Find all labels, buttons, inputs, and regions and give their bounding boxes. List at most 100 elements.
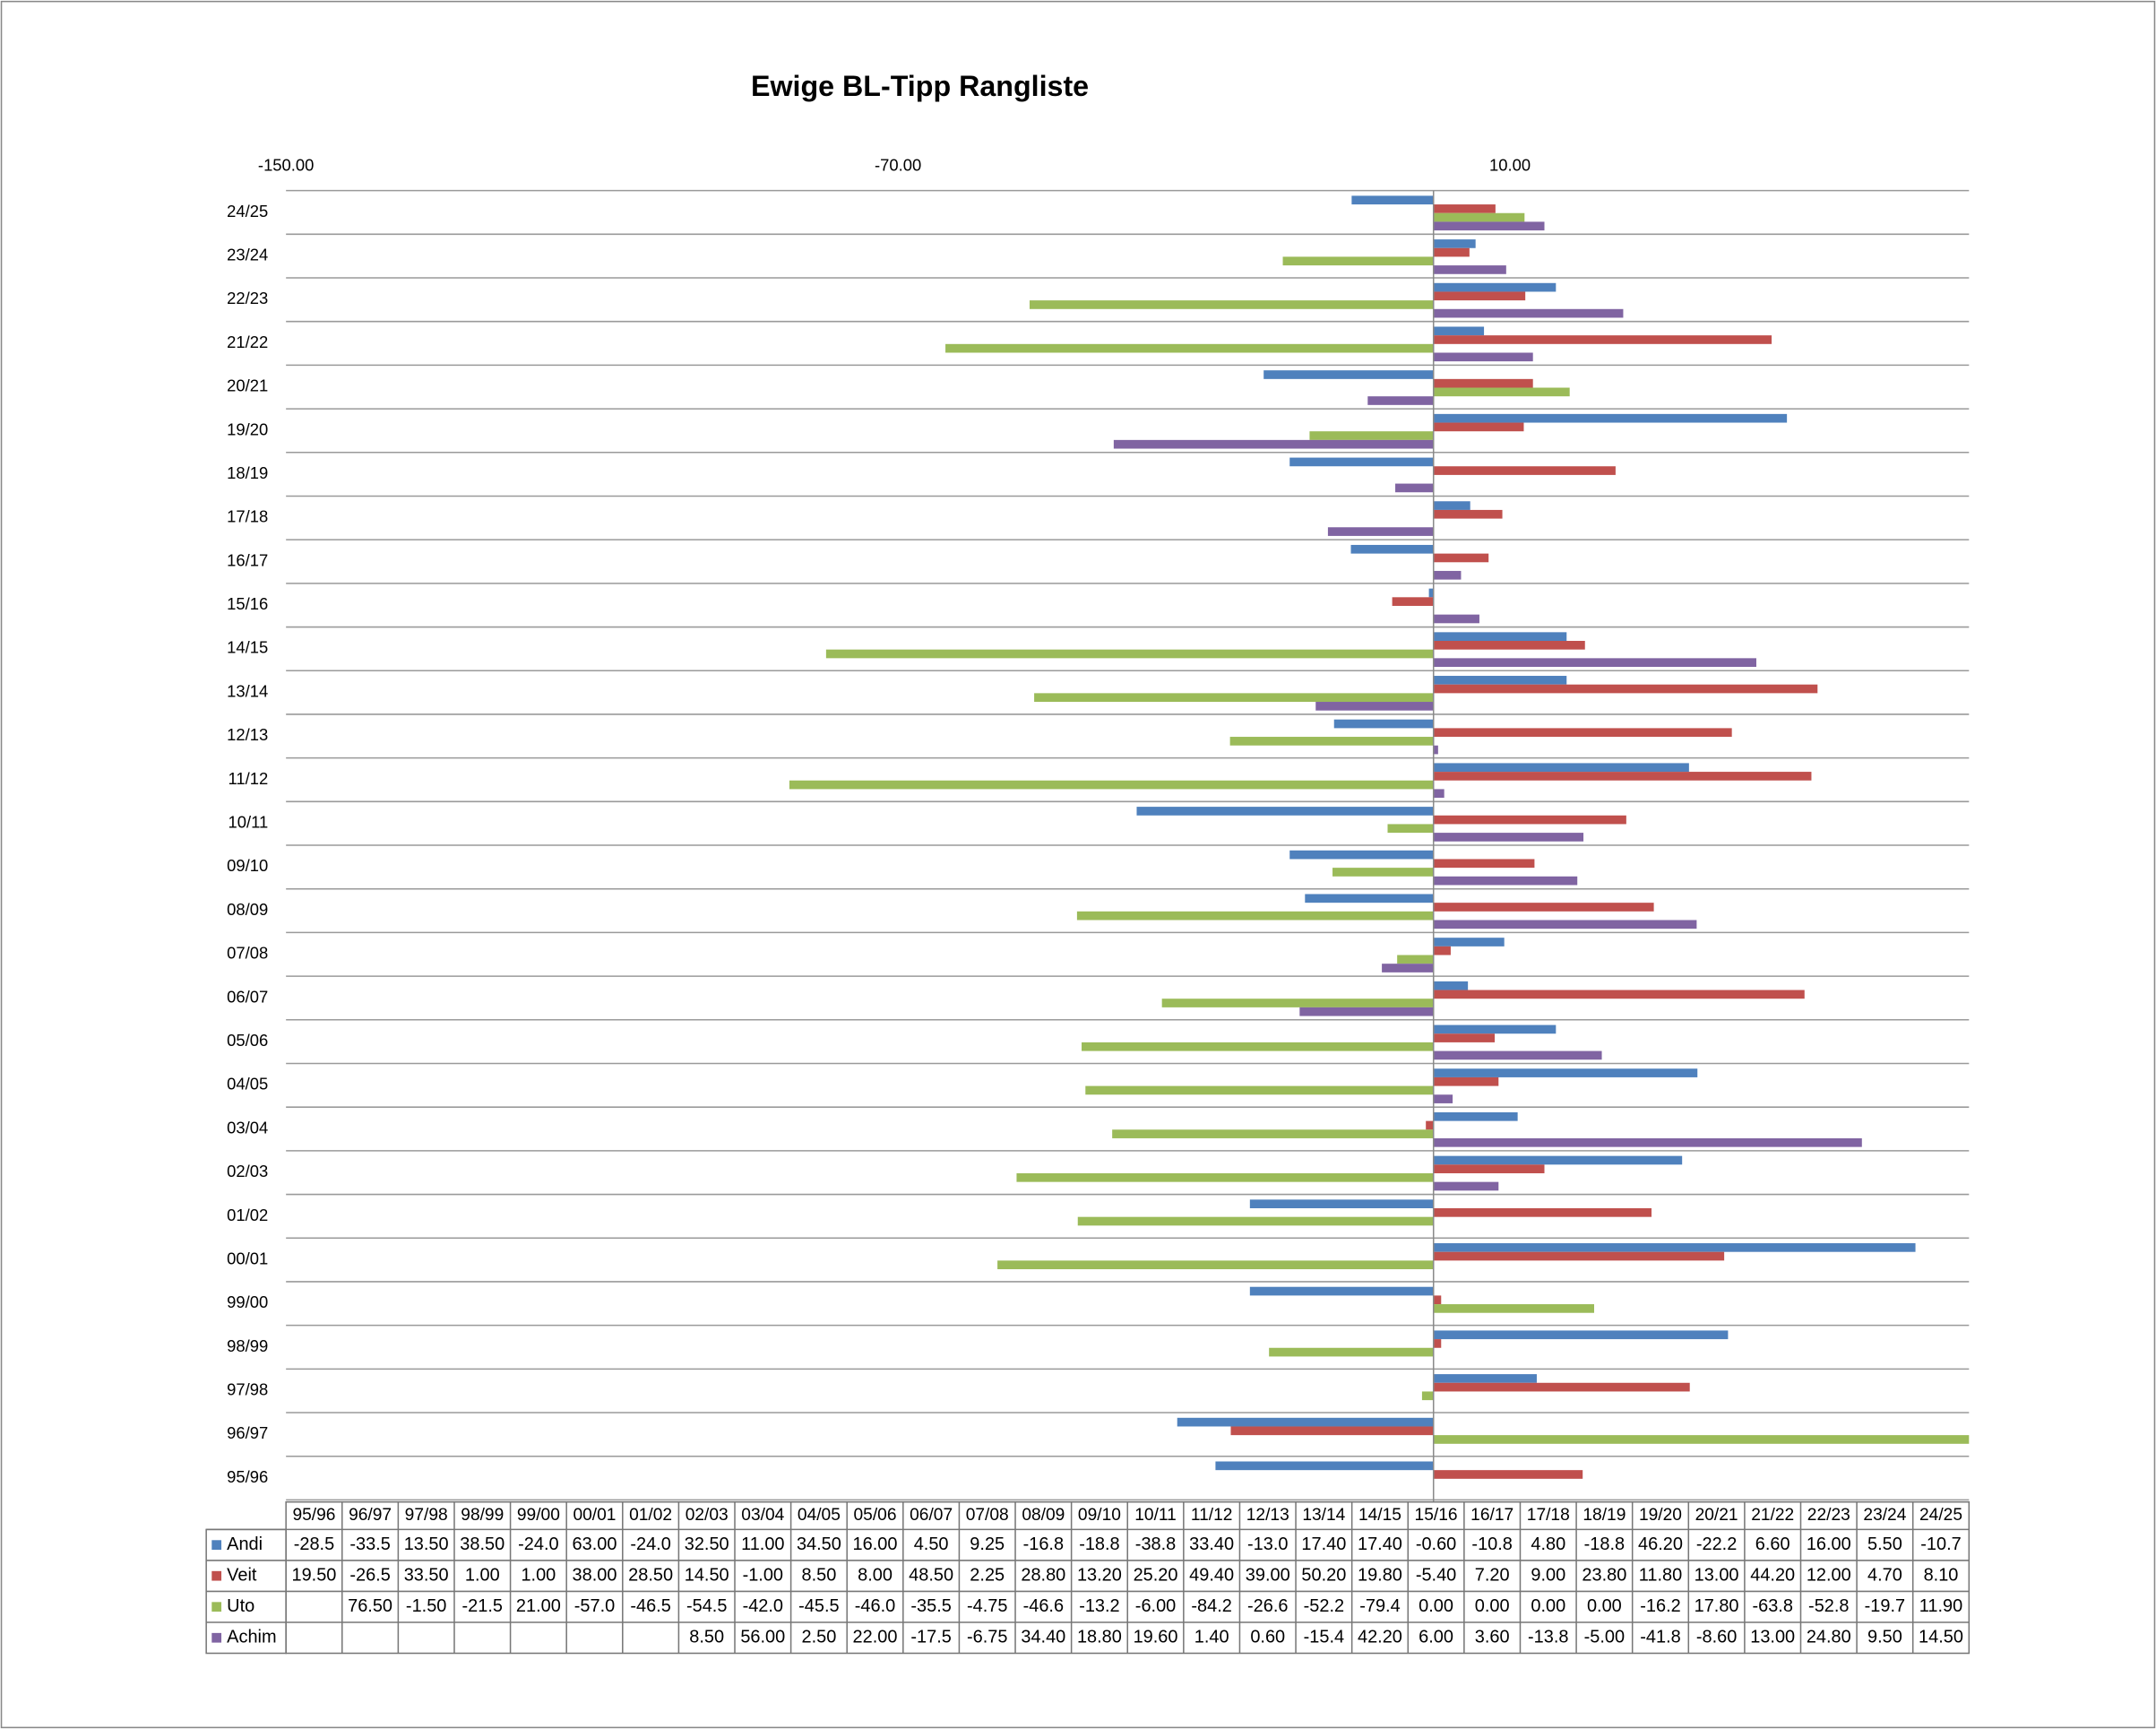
bar — [1433, 570, 1462, 580]
bar — [1433, 466, 1616, 475]
bar — [1433, 745, 1438, 755]
y-tick-label: 96/97 — [227, 1423, 268, 1442]
table-cell: -33.5 — [349, 1534, 390, 1554]
table-cell: 17.40 — [1301, 1534, 1346, 1554]
y-tick-label: 12/13 — [227, 725, 268, 744]
table-header: 97/98 — [405, 1506, 448, 1525]
table-cell: -10.7 — [1920, 1534, 1961, 1554]
table-cell: 9.00 — [1531, 1565, 1565, 1585]
table-cell: -5.40 — [1416, 1565, 1456, 1585]
table-cell: -21.5 — [462, 1596, 503, 1616]
table-cell: -13.8 — [1528, 1628, 1568, 1647]
table-cell: -4.75 — [967, 1596, 1007, 1616]
y-tick-label: 19/20 — [227, 419, 268, 438]
legend-label: Veit — [227, 1565, 257, 1585]
bar — [1249, 1286, 1434, 1296]
bar — [1305, 894, 1434, 903]
bar — [1382, 964, 1434, 973]
table-cell: 0.00 — [1419, 1596, 1453, 1616]
y-tick-label: 13/14 — [227, 681, 268, 700]
x-tick-label: -70.00 — [875, 156, 921, 175]
bar — [1082, 1042, 1434, 1051]
bar — [1433, 981, 1469, 990]
bar — [1289, 850, 1434, 860]
table-cell: -35.5 — [910, 1596, 951, 1616]
table-cell: 0.00 — [1587, 1596, 1622, 1616]
table-cell: -54.5 — [686, 1596, 727, 1616]
table-header: 24/25 — [1919, 1506, 1962, 1525]
table-header: 17/18 — [1527, 1506, 1570, 1525]
table-cell: 1.00 — [465, 1565, 500, 1585]
bar — [1433, 920, 1697, 929]
bar — [1333, 719, 1434, 729]
bar — [1426, 1120, 1434, 1130]
bar — [1397, 955, 1434, 964]
table-cell: 13.20 — [1077, 1565, 1122, 1585]
table-cell: 9.50 — [1867, 1628, 1902, 1647]
table-header: 01/02 — [629, 1506, 672, 1525]
legend-swatch — [211, 1540, 222, 1551]
bar — [1177, 1417, 1434, 1427]
bar — [825, 649, 1434, 659]
bar — [1433, 938, 1505, 947]
bar — [1433, 833, 1584, 842]
legend-label: Achim — [227, 1628, 276, 1647]
table-cell: 21.00 — [516, 1596, 561, 1616]
bar — [1351, 195, 1434, 205]
bar — [1433, 326, 1485, 336]
table-header: 18/19 — [1583, 1506, 1626, 1525]
table-cell: -52.8 — [1808, 1596, 1849, 1616]
table-cell: 1.00 — [521, 1565, 556, 1585]
table-cell: 48.50 — [909, 1565, 953, 1585]
table-cell: 3.60 — [1475, 1628, 1510, 1647]
y-tick-label: 99/00 — [227, 1292, 268, 1311]
legend-label: Uto — [227, 1596, 254, 1616]
table-header: 04/05 — [798, 1506, 841, 1525]
bar — [1433, 903, 1654, 912]
table-cell: -79.4 — [1359, 1596, 1400, 1616]
bar — [1433, 387, 1570, 397]
table-cell: -10.8 — [1471, 1534, 1512, 1554]
bar — [1433, 614, 1479, 624]
bar — [1433, 1076, 1499, 1086]
bar — [1433, 946, 1451, 955]
table-header: 12/13 — [1246, 1506, 1289, 1525]
table-cell: -15.4 — [1304, 1628, 1344, 1647]
table-header: 14/15 — [1358, 1506, 1401, 1525]
table-cell: 8.00 — [858, 1565, 893, 1585]
bar — [1309, 431, 1434, 440]
bar — [1433, 641, 1585, 650]
bar — [997, 1260, 1434, 1270]
bar — [1433, 1339, 1442, 1348]
bar — [1433, 422, 1524, 432]
table-cell: 4.80 — [1531, 1534, 1565, 1554]
table-cell: -24.0 — [630, 1534, 670, 1554]
bar — [1433, 990, 1805, 999]
y-tick-label: 02/03 — [227, 1162, 268, 1180]
bar — [1433, 378, 1533, 388]
table-cell: -26.6 — [1247, 1596, 1288, 1616]
bar — [1433, 1304, 1595, 1313]
table-cell: 33.40 — [1189, 1534, 1234, 1554]
bar — [945, 343, 1434, 353]
x-tick-label: 10.00 — [1489, 156, 1531, 175]
bar — [1367, 396, 1434, 405]
table-cell: 18.80 — [1077, 1628, 1122, 1647]
y-tick-label: 06/07 — [227, 987, 268, 1006]
table-cell: 56.00 — [740, 1628, 785, 1647]
y-tick-label: 04/05 — [227, 1075, 268, 1094]
bar — [1249, 1199, 1434, 1209]
y-tick-label: 01/02 — [227, 1206, 268, 1224]
bar — [1230, 1426, 1434, 1436]
bar — [1034, 693, 1434, 703]
bar — [1433, 247, 1470, 257]
table-header: 03/04 — [741, 1506, 784, 1525]
bar — [1315, 702, 1434, 711]
table-header: 05/06 — [854, 1506, 897, 1525]
bar — [1282, 256, 1434, 266]
table-cell: 13.00 — [1750, 1628, 1795, 1647]
bar — [1433, 501, 1470, 510]
bar — [789, 780, 1434, 790]
bar — [1113, 439, 1434, 449]
